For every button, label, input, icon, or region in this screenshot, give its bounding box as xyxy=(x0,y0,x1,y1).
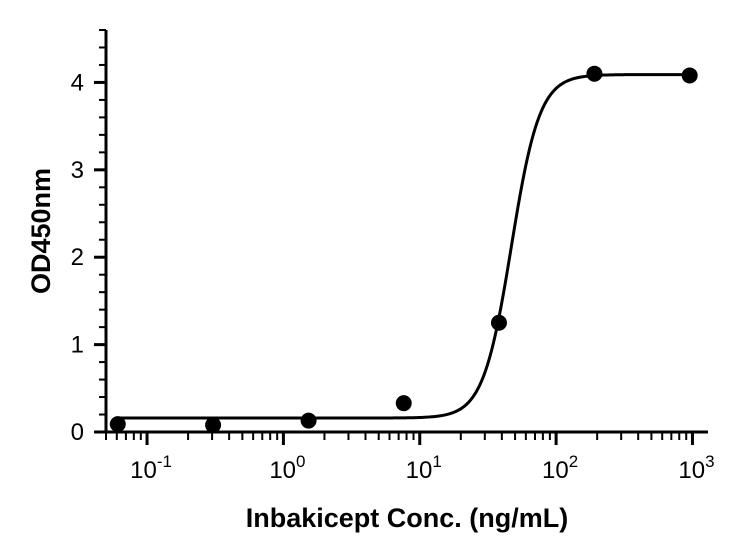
y-tick-label: 1 xyxy=(71,332,84,359)
x-major-ticks: 10-1 100 101 102 103 xyxy=(130,432,715,484)
x-axis-title: Inbakicept Conc. (ng/mL) xyxy=(246,503,569,533)
y-tick-label: 4 xyxy=(71,69,84,96)
y-tick-label: 0 xyxy=(71,419,84,446)
data-point xyxy=(490,314,507,331)
data-point xyxy=(205,417,222,434)
data-point xyxy=(395,395,412,412)
data-point xyxy=(586,65,603,82)
data-point xyxy=(300,412,317,429)
y-tick-label: 2 xyxy=(71,244,84,271)
y-tick-label: 3 xyxy=(71,157,84,184)
y-minor-ticks xyxy=(99,29,106,416)
y-axis: 0 1 2 3 4 xyxy=(71,29,108,446)
x-tick-label: 10-1 xyxy=(130,452,172,484)
x-tick-label: 100 xyxy=(269,452,305,484)
x-minor-ticks xyxy=(105,432,688,440)
data-point xyxy=(109,416,126,433)
x-tick-label: 103 xyxy=(678,452,714,484)
x-tick-label: 101 xyxy=(406,452,442,484)
x-axis: 10-1 100 101 102 103 xyxy=(105,430,715,484)
y-axis-title: OD450nm xyxy=(26,168,56,294)
fit-curve xyxy=(117,73,690,420)
data-point xyxy=(681,67,698,84)
y-major-ticks: 0 1 2 3 4 xyxy=(71,69,106,446)
data-points xyxy=(109,65,698,434)
x-tick-label: 102 xyxy=(542,452,578,484)
fit-curve-layer xyxy=(117,73,690,420)
